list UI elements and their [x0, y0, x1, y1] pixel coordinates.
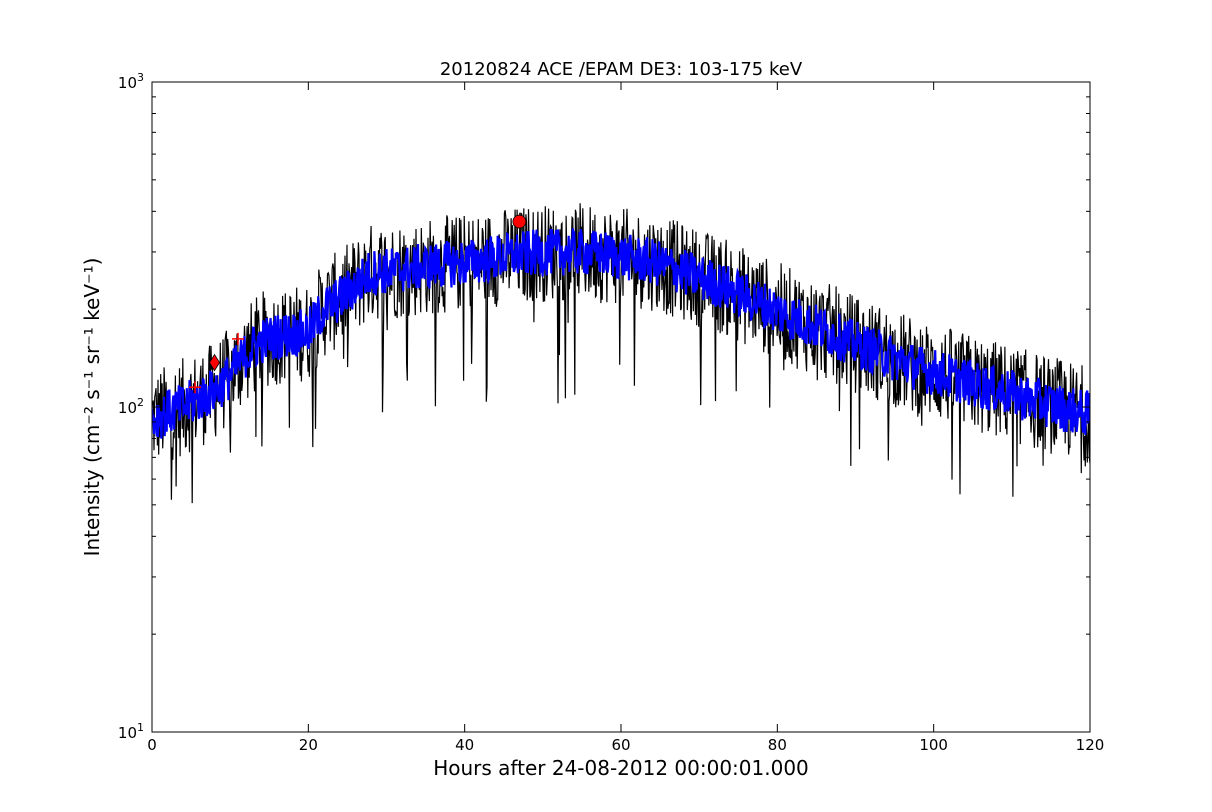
chart-title: 20120824 ACE /EPAM DE3: 103-175 keV — [440, 59, 803, 80]
y-axis-label: Intensity (cm⁻² s⁻¹ sr⁻¹ keV⁻¹) — [80, 258, 104, 557]
y-tick-label: 102 — [118, 396, 144, 417]
event-markers — [188, 214, 527, 394]
y-tick-label: 103 — [118, 71, 144, 92]
x-tick-label: 80 — [768, 736, 787, 754]
x-tick-label: 20 — [299, 736, 318, 754]
diamond-marker — [209, 353, 221, 372]
circle-marker — [512, 214, 527, 229]
averaged-intensity-line — [152, 228, 1090, 439]
plot-area — [152, 203, 1090, 504]
averaged-intensity-series — [152, 228, 1090, 439]
x-tick-label: 100 — [919, 736, 948, 754]
x-tick-label: 60 — [611, 736, 630, 754]
y-axis-ticks: 101 102 103 — [118, 71, 1090, 742]
x-tick-label: 40 — [455, 736, 474, 754]
plus-marker — [231, 332, 244, 345]
x-tick-label: 120 — [1076, 736, 1105, 754]
x-tick-label: 0 — [147, 736, 157, 754]
y-tick-label: 101 — [118, 721, 144, 742]
plus-marker — [188, 381, 201, 394]
x-axis-label: Hours after 24-08-2012 00:00:01.000 — [433, 756, 809, 780]
x-axis-ticks: 0 20 40 60 80 100 120 — [147, 82, 1104, 754]
